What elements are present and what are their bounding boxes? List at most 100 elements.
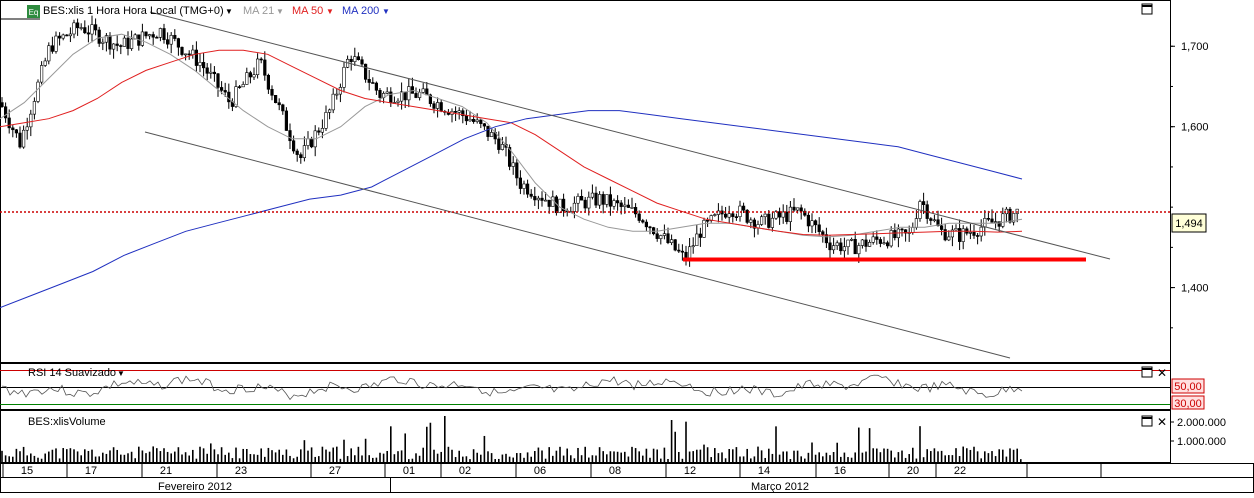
candle-body (507, 147, 512, 167)
candle-body (594, 192, 598, 206)
rsi-maximize-icon[interactable] (1141, 366, 1153, 378)
volume-bar (166, 451, 169, 462)
volume-bar (1012, 449, 1015, 462)
ma50-label[interactable]: MA 50 (292, 5, 323, 17)
candle-body (817, 224, 821, 232)
candle-body (713, 214, 717, 216)
candle-body (572, 202, 576, 212)
volume-close-icon[interactable]: ✕ (1157, 415, 1167, 429)
candle-body (641, 220, 645, 223)
candle-body (18, 132, 22, 148)
volume-bar (4, 455, 7, 462)
candle-body (695, 233, 699, 247)
candle-body (7, 117, 11, 129)
candle-body (659, 235, 663, 239)
candle-body (399, 91, 404, 102)
candle-body (414, 93, 418, 98)
volume-bar (202, 448, 205, 462)
candle-body (867, 242, 872, 247)
volume-bar (922, 457, 925, 462)
ma50-dropdown-icon[interactable]: ▼ (326, 7, 334, 16)
candle-body (731, 213, 735, 217)
volume-bar (87, 450, 90, 462)
volume-bar (879, 452, 882, 462)
volume-bar (134, 458, 136, 462)
candle-body (986, 218, 990, 220)
candle-body (47, 45, 51, 62)
candle-body (50, 45, 54, 52)
candle-body (900, 228, 904, 231)
rsi-close-icon[interactable]: ✕ (1157, 366, 1167, 380)
volume-bar (8, 456, 10, 462)
candle-body (234, 86, 238, 107)
candle-body (741, 205, 746, 211)
candle-body (29, 113, 33, 128)
candle-body (525, 183, 530, 195)
volume-bar (944, 455, 946, 462)
volume-bar (310, 447, 313, 462)
ma200-label[interactable]: MA 200 (342, 5, 379, 17)
candle-body (972, 232, 976, 236)
ma200-dropdown-icon[interactable]: ▼ (382, 7, 390, 16)
volume-bar (786, 451, 788, 462)
ma-line-0 (0, 33, 1023, 238)
volume-bar (343, 439, 345, 462)
date-label-27: 27 (329, 465, 341, 477)
candle-body (54, 35, 58, 52)
candle-body (202, 62, 206, 69)
candle-body (662, 233, 666, 236)
volume-bar (66, 449, 68, 462)
candle-body (842, 246, 846, 252)
candle-body (25, 126, 29, 131)
candle-body (302, 145, 307, 159)
volume-bar (598, 447, 601, 462)
symbol-dropdown-icon[interactable]: ▼ (225, 7, 233, 16)
rsi-dropdown-icon[interactable]: ▼ (117, 369, 125, 378)
candle-body (479, 119, 483, 124)
candle-body (605, 194, 609, 205)
rsi-line (1, 374, 1023, 401)
volume-bar (580, 455, 583, 462)
volume-bar (12, 456, 14, 462)
candle-body (767, 213, 771, 228)
candle-body (273, 95, 278, 104)
candle-body (745, 209, 749, 223)
price-panel-maximize-icon[interactable] (1141, 3, 1153, 15)
volume-bar (1020, 459, 1022, 462)
volume-bar (480, 454, 482, 462)
volume-bar (800, 456, 802, 462)
rsi-level-50-label: 50,00 (1174, 381, 1202, 393)
eq-badge[interactable] (27, 5, 40, 18)
volume-bar (51, 449, 54, 462)
symbol-label[interactable]: BES:xlis 1 Hora Hora Local (TMG+0) (43, 5, 224, 17)
candle-body (698, 233, 702, 238)
candle-body (407, 86, 411, 101)
volume-bar (624, 451, 626, 462)
ma21-label[interactable]: MA 21 (243, 5, 274, 17)
volume-bar (84, 449, 86, 462)
volume-bar (321, 446, 324, 462)
volume-bar (602, 451, 604, 462)
candle-body (810, 220, 814, 227)
candle-body (759, 216, 764, 225)
candle-body (990, 218, 994, 223)
candle-body (295, 150, 299, 155)
volume-bar (48, 451, 50, 462)
candle-body (36, 81, 40, 102)
volume-bar (350, 448, 352, 462)
volume-bar (897, 452, 900, 462)
volume-bar (760, 450, 763, 462)
volume-bar (278, 449, 280, 462)
candle-body (961, 228, 965, 242)
volume-bar (69, 448, 72, 462)
volume-maximize-icon[interactable] (1141, 415, 1153, 427)
rsi-label[interactable]: RSI 14 Suavizado (28, 367, 116, 379)
candle-body (849, 239, 854, 241)
volume-bar (177, 447, 180, 462)
date-label-23: 23 (235, 465, 247, 477)
volume-bar (728, 449, 730, 462)
volume-bar (710, 457, 712, 462)
candle-body (284, 110, 289, 131)
ma21-dropdown-icon[interactable]: ▼ (276, 7, 284, 16)
volume-bar (292, 458, 295, 462)
